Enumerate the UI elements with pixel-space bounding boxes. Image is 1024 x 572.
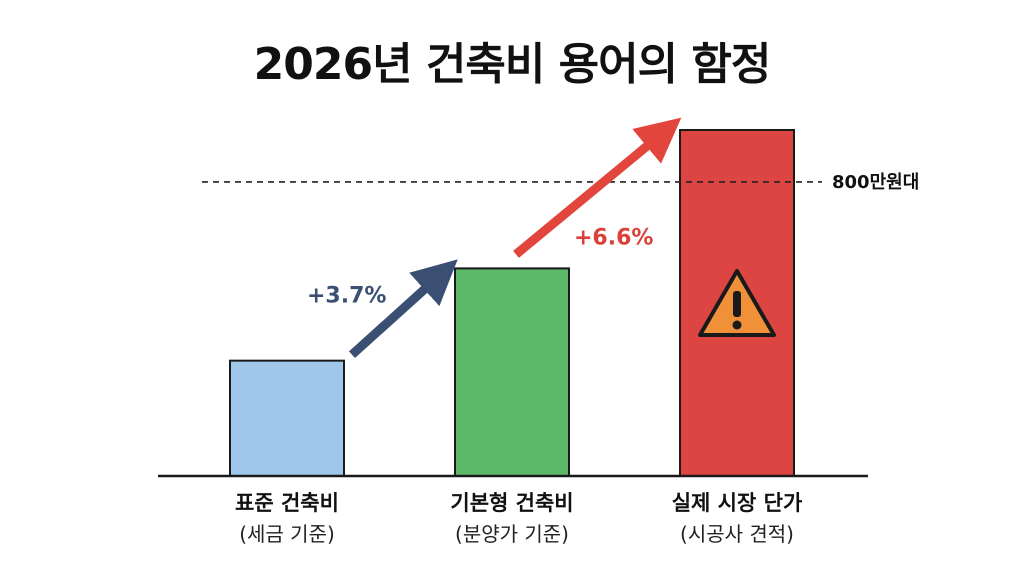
growth-label-2: +6.6% <box>574 225 653 250</box>
bar-1 <box>229 359 345 477</box>
growth-label-1: +3.7% <box>307 284 386 309</box>
category-sublabel-1: (세금 기준) <box>239 522 335 546</box>
chart-title: 2026년 건축비 용어의 함정 <box>253 39 772 90</box>
category-label-3: 실제 시장 단가 <box>672 491 803 515</box>
category-label-1: 표준 건축비 <box>235 491 339 515</box>
category-sublabel-3: (시공사 견적) <box>680 522 794 546</box>
reference-line-label: 800만원대 <box>832 172 919 193</box>
bar-2 <box>454 267 570 477</box>
growth-arrow-2 <box>513 117 682 258</box>
warning-triangle-icon <box>698 269 776 337</box>
category-label-2: 기본형 건축비 <box>450 491 573 515</box>
growth-arrow-1 <box>348 259 458 359</box>
category-sublabel-2: (분양가 기준) <box>455 522 569 546</box>
